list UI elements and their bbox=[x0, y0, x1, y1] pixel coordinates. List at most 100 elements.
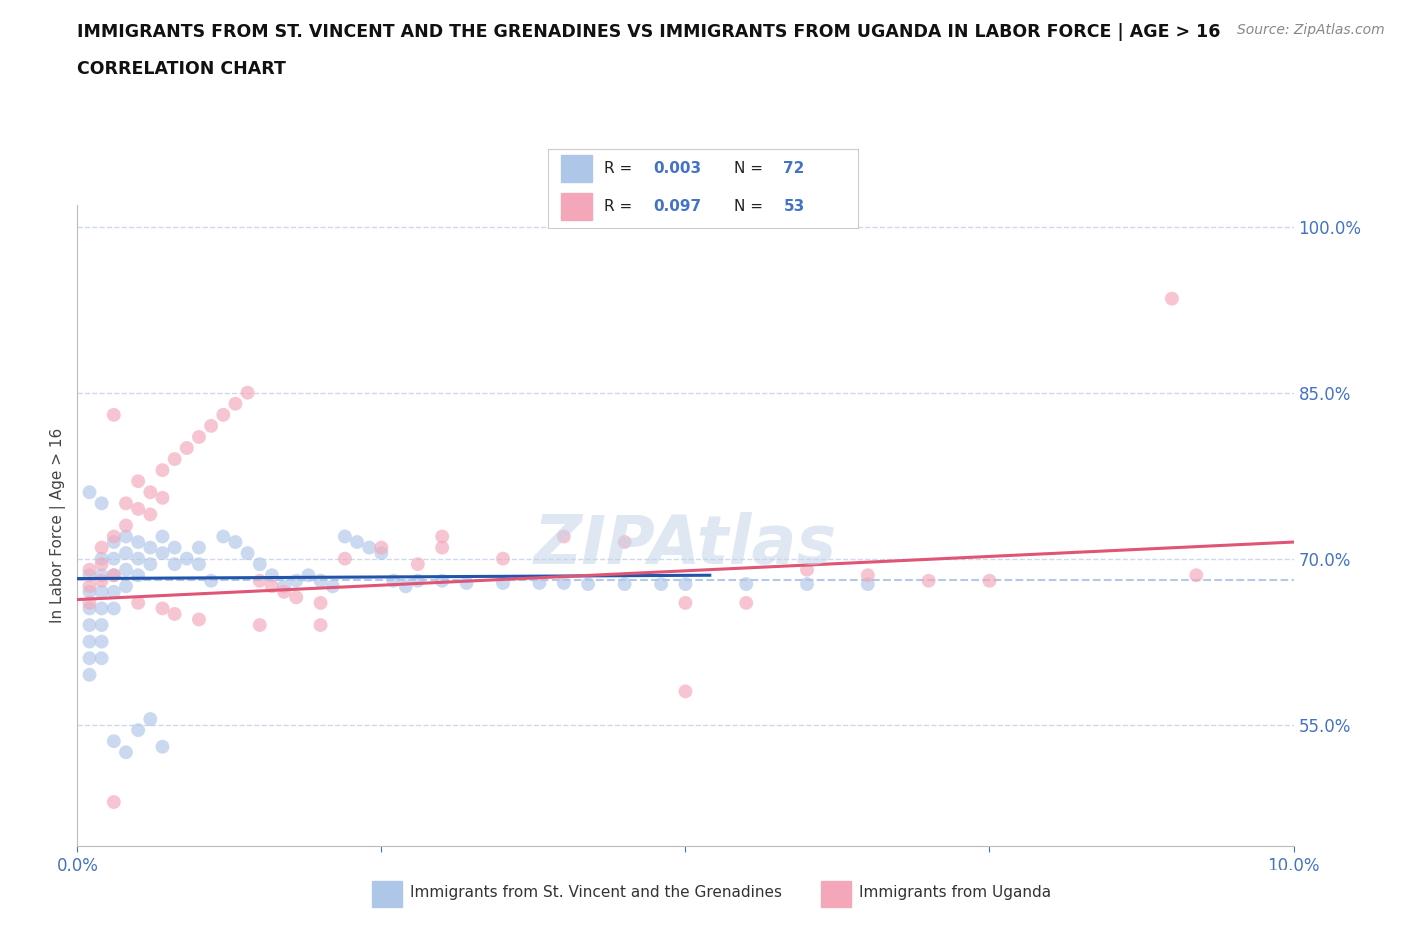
Point bbox=[796, 563, 818, 578]
Point bbox=[796, 577, 818, 591]
Point bbox=[79, 595, 101, 610]
Point bbox=[103, 568, 125, 583]
Point bbox=[127, 535, 149, 550]
Bar bbox=[373, 882, 402, 907]
Point bbox=[553, 576, 575, 591]
Point bbox=[212, 407, 235, 422]
Point bbox=[176, 441, 198, 456]
Point bbox=[79, 485, 101, 499]
Point bbox=[260, 578, 283, 593]
Point bbox=[322, 578, 344, 593]
Point bbox=[529, 576, 551, 591]
Point bbox=[856, 568, 879, 583]
Text: 53: 53 bbox=[783, 199, 804, 214]
Point bbox=[382, 573, 405, 588]
Point bbox=[260, 568, 283, 583]
Point bbox=[188, 612, 211, 627]
Text: Immigrants from St. Vincent and the Grenadines: Immigrants from St. Vincent and the Gren… bbox=[411, 885, 782, 900]
Point bbox=[115, 518, 138, 533]
Point bbox=[152, 739, 174, 754]
Text: N =: N = bbox=[734, 161, 768, 176]
Point bbox=[79, 668, 101, 683]
Point bbox=[613, 577, 636, 591]
Point bbox=[432, 540, 454, 555]
Point bbox=[576, 577, 599, 591]
Text: IMMIGRANTS FROM ST. VINCENT AND THE GRENADINES VS IMMIGRANTS FROM UGANDA IN LABO: IMMIGRANTS FROM ST. VINCENT AND THE GREN… bbox=[77, 23, 1220, 41]
Point bbox=[395, 578, 418, 593]
Point bbox=[79, 651, 101, 666]
Point bbox=[735, 595, 758, 610]
Point bbox=[79, 584, 101, 599]
Point bbox=[675, 684, 697, 698]
Point bbox=[333, 551, 356, 566]
Point bbox=[103, 529, 125, 544]
Point bbox=[675, 595, 697, 610]
Point bbox=[152, 529, 174, 544]
Point bbox=[152, 546, 174, 561]
Point bbox=[188, 540, 211, 555]
Point bbox=[115, 563, 138, 578]
Point bbox=[1161, 291, 1184, 306]
Point bbox=[90, 618, 112, 632]
Point bbox=[90, 634, 112, 649]
Point bbox=[492, 551, 515, 566]
Bar bbox=[821, 882, 851, 907]
Point bbox=[90, 496, 112, 511]
Point bbox=[127, 551, 149, 566]
Point bbox=[456, 576, 478, 591]
Point bbox=[297, 568, 319, 583]
Point bbox=[188, 430, 211, 445]
Bar bbox=[561, 155, 592, 182]
Point bbox=[115, 578, 138, 593]
Point bbox=[333, 529, 356, 544]
Point bbox=[236, 546, 259, 561]
Point bbox=[249, 618, 271, 632]
Point bbox=[200, 573, 222, 588]
Point bbox=[163, 540, 186, 555]
Point bbox=[127, 595, 149, 610]
Point bbox=[103, 407, 125, 422]
Point bbox=[103, 794, 125, 809]
Point bbox=[176, 551, 198, 566]
Point bbox=[406, 573, 429, 588]
Point bbox=[79, 568, 101, 583]
Text: 0.097: 0.097 bbox=[654, 199, 702, 214]
Point bbox=[103, 551, 125, 566]
Point bbox=[735, 577, 758, 591]
Point bbox=[163, 452, 186, 467]
Point bbox=[152, 463, 174, 478]
Point bbox=[79, 601, 101, 616]
Point bbox=[90, 568, 112, 583]
Point bbox=[103, 584, 125, 599]
Point bbox=[650, 577, 672, 591]
Point bbox=[188, 557, 211, 572]
Point bbox=[127, 568, 149, 583]
Point bbox=[90, 573, 112, 588]
Point bbox=[115, 496, 138, 511]
Point bbox=[918, 573, 941, 588]
Point bbox=[139, 540, 162, 555]
Text: CORRELATION CHART: CORRELATION CHART bbox=[77, 60, 287, 78]
Point bbox=[139, 557, 162, 572]
Point bbox=[163, 606, 186, 621]
Point bbox=[492, 576, 515, 591]
Point bbox=[406, 557, 429, 572]
Point bbox=[103, 601, 125, 616]
Point bbox=[224, 396, 246, 411]
Point bbox=[79, 634, 101, 649]
Point bbox=[309, 595, 332, 610]
Point bbox=[249, 557, 271, 572]
Point bbox=[103, 535, 125, 550]
Point bbox=[432, 529, 454, 544]
Text: Immigrants from Uganda: Immigrants from Uganda bbox=[859, 885, 1052, 900]
Point bbox=[309, 573, 332, 588]
Point bbox=[152, 601, 174, 616]
Point bbox=[127, 473, 149, 488]
Point bbox=[90, 557, 112, 572]
Point bbox=[79, 618, 101, 632]
Point bbox=[675, 577, 697, 591]
Point bbox=[979, 573, 1001, 588]
Text: Source: ZipAtlas.com: Source: ZipAtlas.com bbox=[1237, 23, 1385, 37]
Text: ZIPAtlas: ZIPAtlas bbox=[534, 512, 837, 578]
Point bbox=[79, 578, 101, 593]
